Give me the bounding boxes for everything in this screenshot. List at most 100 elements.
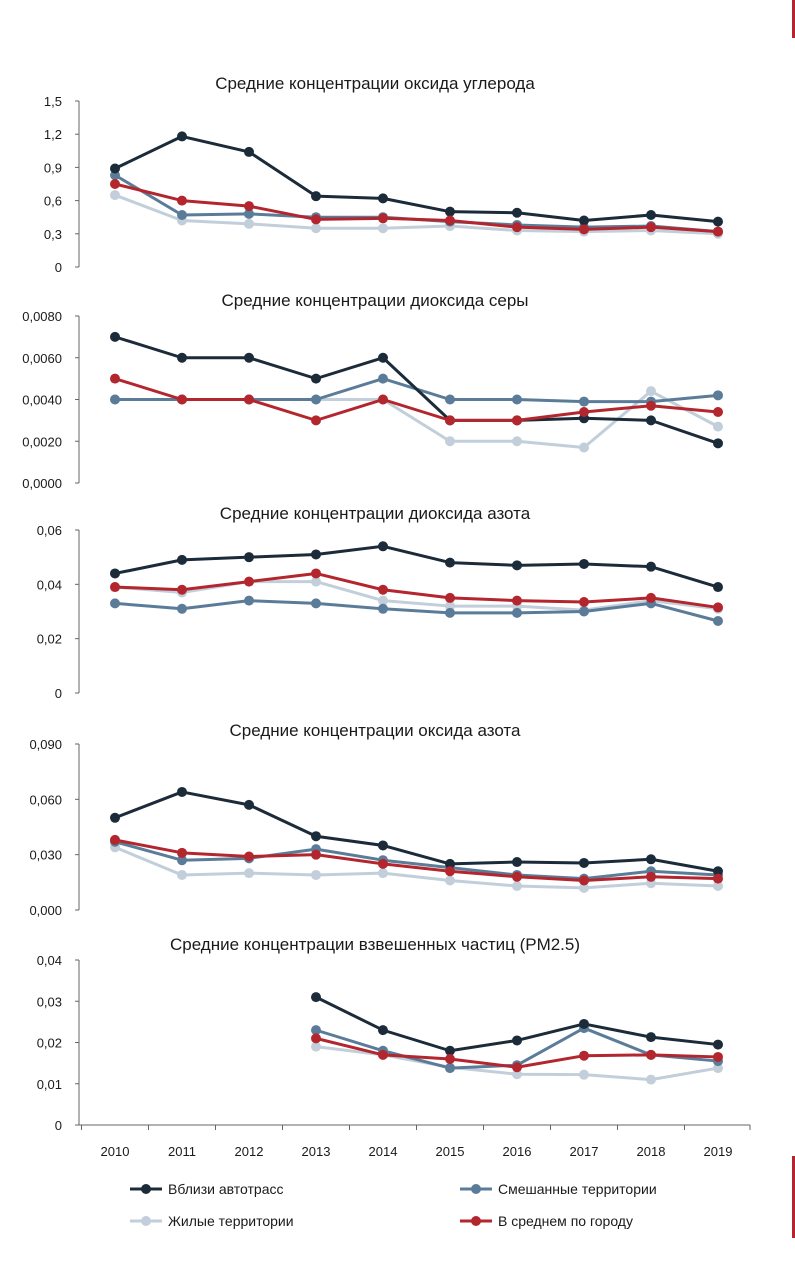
data-point — [378, 595, 388, 606]
chart-title: Средние концентрации диоксида серы — [221, 291, 528, 310]
data-point — [713, 407, 723, 418]
data-point — [311, 214, 321, 225]
series-city_avg — [110, 834, 723, 886]
data-point — [512, 857, 522, 868]
accent-bar-top — [792, 0, 795, 38]
data-point — [311, 394, 321, 405]
y-tick-label: 0,04 — [37, 953, 62, 968]
y-tick-label: 1,5 — [44, 94, 62, 109]
x-tick-label: 2013 — [302, 1144, 331, 1159]
series-city_avg — [311, 1033, 723, 1073]
data-point — [110, 812, 120, 823]
data-point — [177, 603, 187, 614]
y-tick-label: 0,02 — [37, 1036, 62, 1051]
data-point — [445, 875, 455, 886]
data-point — [512, 560, 522, 571]
data-point — [244, 218, 254, 229]
data-point — [512, 207, 522, 218]
legend-swatch-marker — [141, 1184, 151, 1194]
data-point — [713, 866, 723, 877]
data-point — [512, 595, 522, 606]
data-point — [646, 871, 656, 882]
series-line — [114, 845, 719, 890]
data-point — [378, 868, 388, 879]
y-tick-label: 0 — [55, 686, 62, 701]
y-tick-label: 0,0040 — [22, 393, 62, 408]
data-point — [512, 871, 522, 882]
data-point — [311, 568, 321, 579]
data-point — [378, 858, 388, 869]
data-point — [110, 179, 120, 189]
x-tick-label: 2019 — [704, 1144, 733, 1159]
data-point — [110, 598, 120, 609]
data-point — [713, 616, 723, 627]
data-point — [512, 1062, 522, 1073]
y-tick-label: 0,03 — [37, 994, 62, 1009]
series-line — [114, 571, 719, 609]
series-line — [114, 377, 719, 422]
legend-swatch-marker — [471, 1216, 481, 1226]
x-tick-label: 2017 — [570, 1144, 599, 1159]
chart-title: Средние концентрации оксида углерода — [215, 74, 535, 93]
data-point — [512, 415, 522, 426]
y-tick-label: 0,04 — [37, 577, 62, 592]
series-line — [114, 134, 719, 224]
legend-swatch-marker — [141, 1216, 151, 1226]
data-point — [445, 557, 455, 568]
data-point — [378, 373, 388, 384]
data-point — [311, 1033, 321, 1044]
legend-item-city_avg: В среднем по городу — [460, 1213, 633, 1229]
data-point — [177, 352, 187, 363]
data-point — [244, 146, 254, 157]
data-point — [713, 1051, 723, 1062]
data-point — [445, 1054, 455, 1064]
y-tick-label: 0,0060 — [22, 351, 62, 366]
data-point — [244, 868, 254, 879]
data-point — [311, 849, 321, 860]
y-tick-label: 0,030 — [29, 848, 62, 863]
data-point — [646, 854, 656, 865]
legend-swatch-marker — [471, 1184, 481, 1194]
series-line — [114, 790, 719, 873]
series-line — [114, 544, 719, 589]
legend: Вблизи автотрасс Смешанные территории Жилы… — [130, 1181, 657, 1229]
data-point — [110, 582, 120, 593]
y-tick-label: 0,0000 — [22, 476, 62, 491]
data-point — [713, 873, 723, 884]
data-point — [512, 881, 522, 892]
data-point — [713, 421, 723, 432]
data-point — [378, 541, 388, 552]
x-tick-label: 2018 — [637, 1144, 666, 1159]
data-point — [512, 607, 522, 618]
data-point — [244, 394, 254, 405]
data-point — [713, 438, 723, 449]
data-point — [646, 1074, 656, 1085]
data-point — [512, 394, 522, 405]
data-point — [646, 400, 656, 411]
y-tick-label: 0,000 — [29, 903, 62, 918]
data-point — [177, 847, 187, 858]
data-point — [378, 193, 388, 204]
data-point — [646, 415, 656, 426]
legend-label: Смешанные территории — [498, 1181, 657, 1197]
series-city_avg — [110, 179, 723, 237]
data-point — [110, 373, 120, 384]
data-point — [579, 1069, 589, 1080]
data-point — [378, 603, 388, 614]
data-point — [713, 216, 723, 227]
data-point — [713, 226, 723, 237]
data-point — [311, 191, 321, 202]
chart-2: Средние концентрации диоксида серы 0,0000… — [22, 291, 723, 491]
data-point — [311, 831, 321, 842]
data-point — [646, 222, 656, 233]
y-tick-label: 0,9 — [44, 160, 62, 175]
data-point — [378, 352, 388, 363]
x-tick-label: 2015 — [436, 1144, 465, 1159]
data-point — [244, 851, 254, 862]
data-point — [311, 549, 321, 560]
x-tick-label: 2010 — [101, 1144, 130, 1159]
data-point — [244, 799, 254, 810]
y-tick-label: 1,2 — [44, 127, 62, 142]
data-point — [579, 606, 589, 617]
